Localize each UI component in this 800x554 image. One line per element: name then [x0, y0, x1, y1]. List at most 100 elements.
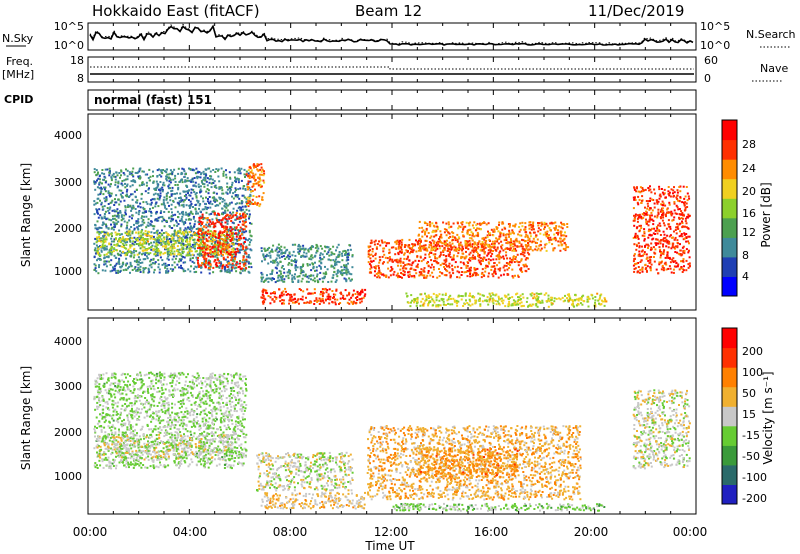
- heatmap-cell: [482, 245, 485, 248]
- heatmap-cell: [334, 281, 337, 283]
- heatmap-cell: [481, 241, 484, 243]
- heatmap-cell: [220, 186, 223, 189]
- heatmap-cell: [437, 305, 440, 308]
- heatmap-cell: [178, 237, 181, 240]
- heatmap-cell: [163, 238, 166, 241]
- heatmap-cell: [514, 244, 517, 247]
- heatmap-cell: [194, 172, 197, 175]
- heatmap-cell: [554, 236, 557, 239]
- heatmap-cell: [239, 187, 242, 190]
- heatmap-cell: [405, 258, 408, 261]
- heatmap-cell: [204, 266, 207, 268]
- heatmap-cell: [213, 260, 216, 263]
- heatmap-cell: [191, 260, 194, 263]
- heatmap-cell: [166, 191, 169, 194]
- heatmap-cell: [367, 255, 370, 258]
- heatmap-cell: [367, 253, 370, 256]
- heatmap-cell: [141, 233, 144, 236]
- heatmap-cell: [203, 176, 206, 179]
- heatmap-cell: [150, 211, 153, 214]
- heatmap-cell: [386, 257, 389, 260]
- heatmap-cell: [425, 247, 428, 250]
- heatmap-cell: [195, 185, 198, 188]
- heatmap-cell: [327, 298, 330, 300]
- heatmap-cell: [223, 268, 226, 271]
- heatmap-cell: [532, 297, 535, 300]
- heatmap-cell: [224, 216, 226, 219]
- heatmap-cell: [302, 265, 304, 268]
- heatmap-cell: [432, 242, 435, 245]
- heatmap-cell: [137, 243, 140, 246]
- heatmap-cell: [229, 176, 232, 179]
- heatmap-cell: [191, 236, 194, 239]
- heatmap-cell: [260, 278, 263, 281]
- heatmap-cell: [205, 190, 208, 193]
- heatmap-cell: [319, 254, 322, 257]
- heatmap-cell: [501, 221, 504, 224]
- heatmap-cell: [403, 246, 406, 248]
- heatmap-cell: [134, 208, 137, 210]
- heatmap-cell: [278, 288, 281, 291]
- heatmap-cell: [418, 233, 420, 236]
- heatmap-cell: [552, 222, 555, 225]
- heatmap-cell: [326, 252, 329, 255]
- heatmap-cell: [533, 295, 536, 298]
- heatmap-cell: [195, 212, 197, 215]
- heatmap-cell: [101, 187, 103, 190]
- heatmap-cell: [356, 299, 359, 301]
- heatmap-cell: [197, 239, 200, 241]
- heatmap-cell: [395, 274, 398, 277]
- heatmap-cell: [287, 274, 290, 277]
- heatmap-cell: [414, 299, 416, 302]
- heatmap-cell: [423, 302, 426, 305]
- heatmap-cell: [306, 301, 309, 304]
- heatmap-cell: [131, 184, 134, 187]
- heatmap-cell: [120, 223, 123, 226]
- heatmap-cell: [131, 217, 133, 220]
- heatmap-cell: [564, 243, 567, 246]
- heatmap-cell: [161, 186, 164, 189]
- heatmap-cell: [184, 179, 187, 182]
- heatmap-cell: [140, 231, 143, 234]
- heatmap-cell: [526, 251, 529, 254]
- heatmap-cell: [344, 265, 347, 268]
- heatmap-cell: [187, 190, 190, 192]
- heatmap-cell: [177, 230, 180, 233]
- heatmap-cell: [433, 240, 436, 243]
- heatmap-cell: [96, 231, 99, 234]
- heatmap-cell: [208, 268, 211, 271]
- heatmap-cell: [244, 205, 247, 208]
- heatmap-cell: [152, 225, 155, 228]
- heatmap-cell: [526, 234, 529, 237]
- heatmap-cell: [413, 301, 416, 304]
- heatmap-cell: [137, 218, 140, 221]
- heatmap-cell: [427, 232, 430, 234]
- heatmap-cell: [487, 245, 490, 248]
- heatmap-cell: [197, 263, 200, 266]
- heatmap-cell: [119, 240, 121, 242]
- heatmap-cell: [468, 244, 471, 247]
- heatmap-cell: [435, 305, 438, 308]
- heatmap-cell: [98, 187, 101, 190]
- heatmap-cell: [139, 167, 142, 170]
- heatmap-cell: [527, 253, 530, 256]
- heatmap-cell: [156, 185, 159, 188]
- heatmap-cell: [430, 252, 433, 254]
- heatmap-cell: [278, 269, 281, 272]
- heatmap-cell: [177, 186, 180, 189]
- heatmap-cell: [318, 303, 321, 305]
- heatmap-cell: [575, 304, 578, 307]
- heatmap-cell: [531, 292, 534, 295]
- heatmap-cell: [325, 298, 327, 301]
- heatmap-cell: [231, 233, 234, 236]
- heatmap-cell: [299, 298, 302, 301]
- heatmap-cell: [443, 266, 446, 268]
- heatmap-cell: [184, 211, 187, 214]
- heatmap-cell: [529, 221, 532, 224]
- heatmap-cell: [543, 223, 546, 226]
- heatmap-cell: [172, 255, 175, 258]
- heatmap-cell: [482, 248, 485, 251]
- heatmap-cell: [421, 230, 424, 233]
- heatmap-cell: [417, 241, 420, 244]
- heatmap-cell: [494, 267, 497, 270]
